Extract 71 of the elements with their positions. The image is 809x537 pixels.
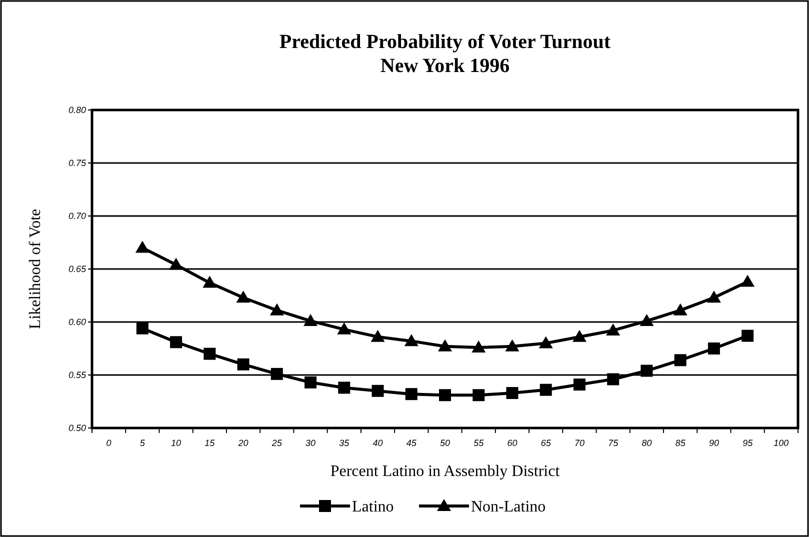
- point: [169, 258, 184, 270]
- x-axis-title: Percent Latino in Assembly District: [330, 463, 560, 480]
- point: [472, 389, 485, 402]
- x-tick-label: 0: [106, 438, 112, 448]
- point: [304, 314, 318, 326]
- point: [673, 303, 688, 316]
- point: [674, 354, 686, 366]
- point: [505, 339, 520, 352]
- x-tick-label: 65: [540, 438, 552, 448]
- point: [607, 373, 620, 386]
- x-tick-label: 45: [406, 438, 418, 448]
- point: [573, 378, 586, 391]
- point: [270, 303, 284, 316]
- legend-label: Latino: [352, 498, 394, 516]
- y-tick-label: 0.60: [68, 317, 86, 328]
- point: [506, 387, 518, 400]
- y-axis-title: Likelihood of Vote: [27, 208, 44, 330]
- point: [405, 388, 418, 400]
- point: [606, 323, 620, 336]
- point: [540, 384, 552, 396]
- point: [404, 334, 418, 346]
- point: [438, 339, 452, 352]
- point: [472, 340, 486, 352]
- chart-title: Predicted Probability of Voter Turnout New York 1996: [279, 31, 611, 77]
- point: [742, 330, 754, 342]
- point: [270, 368, 283, 380]
- point: [236, 290, 250, 303]
- x-tick-label: 70: [574, 438, 584, 448]
- x-tick-label: 80: [642, 438, 652, 448]
- x-tick-label: 75: [608, 438, 620, 448]
- legend-label: Non-Latino: [471, 498, 546, 516]
- x-tick-label: 60: [507, 438, 518, 448]
- x-tick-label: 5: [140, 438, 146, 448]
- x-tick-label: 10: [171, 438, 182, 448]
- y-tick-label: 0.65: [68, 264, 87, 274]
- point: [372, 384, 384, 397]
- point: [135, 240, 150, 253]
- y-tick-label: 0.70: [68, 211, 86, 222]
- x-tick-label: 50: [440, 438, 450, 448]
- point: [337, 322, 352, 334]
- point: [204, 348, 216, 360]
- x-tick-label: 25: [270, 438, 283, 448]
- x-tick-label: 90: [708, 438, 719, 448]
- y-tick-label: 0.55: [68, 370, 87, 380]
- y-tick-label: 0.75: [68, 158, 87, 168]
- point: [640, 364, 653, 377]
- point: [237, 358, 250, 370]
- point: [740, 274, 755, 287]
- point: [640, 314, 654, 326]
- point: [202, 276, 217, 288]
- point: [338, 382, 350, 394]
- point: [304, 376, 317, 388]
- point: [170, 336, 182, 348]
- y-tick-label: 0.50: [68, 423, 86, 434]
- point: [708, 342, 720, 354]
- point: [706, 290, 721, 303]
- point: [538, 336, 553, 348]
- x-tick-label: 100: [774, 438, 789, 448]
- y-tick-label: 0.80: [68, 105, 86, 116]
- x-tick-label: 20: [237, 438, 248, 448]
- point: [370, 330, 385, 342]
- point: [136, 322, 148, 334]
- x-tick-label: 15: [204, 438, 216, 448]
- x-tick-label: 30: [306, 438, 316, 448]
- x-tick-label: 55: [474, 438, 485, 448]
- point: [572, 330, 586, 342]
- point: [439, 389, 451, 402]
- x-tick-label: 95: [742, 438, 754, 448]
- x-tick-label: 40: [372, 438, 383, 448]
- x-tick-label: 35: [339, 438, 350, 448]
- x-tick-label: 85: [675, 438, 686, 448]
